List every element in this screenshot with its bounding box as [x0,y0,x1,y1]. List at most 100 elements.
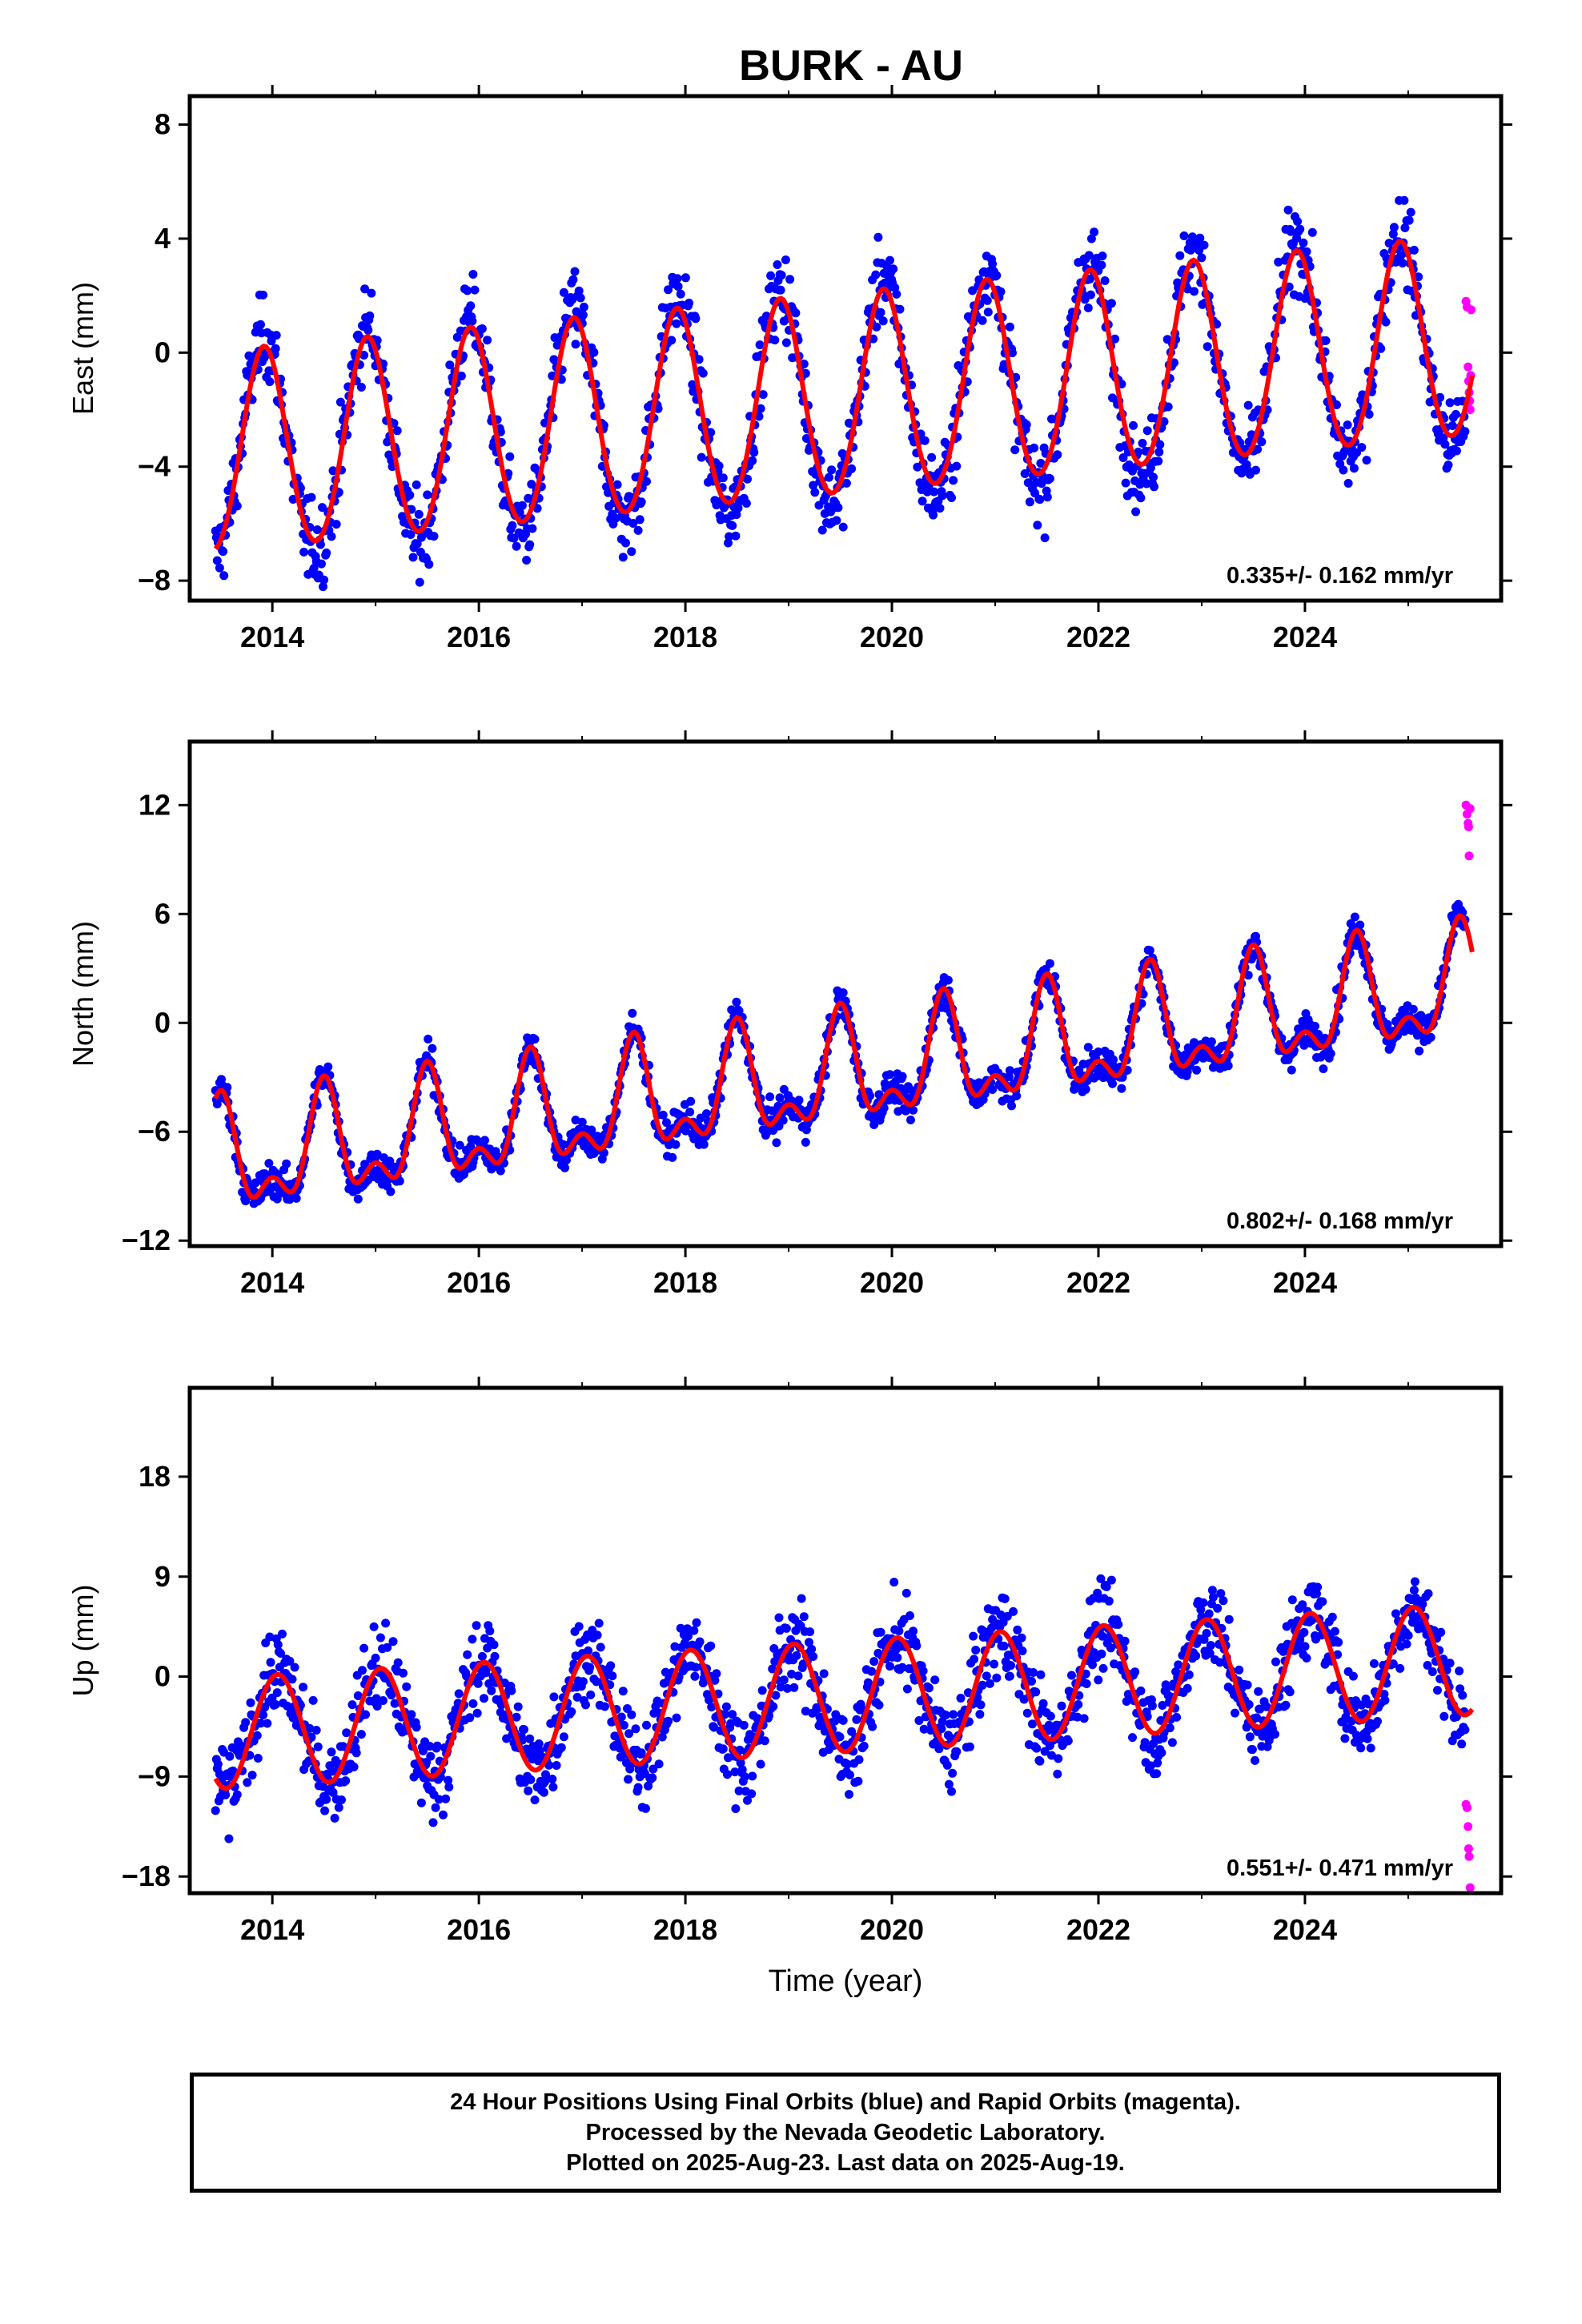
up-final-point [1152,1769,1162,1779]
up-final-point [1031,1687,1041,1697]
east-final-point [1146,463,1155,472]
east-final-point [1307,227,1317,237]
east-final-point [781,338,791,348]
up-final-point [358,1666,367,1675]
east-final-point [1343,420,1352,430]
up-final-point [472,1708,482,1718]
east-final-point [1035,495,1045,505]
north-final-point [424,1035,433,1043]
up-final-point [1455,1667,1464,1676]
up-final-point [351,1748,361,1758]
east-final-point [838,522,848,532]
up-final-point [369,1622,379,1631]
north-final-point [1109,1055,1118,1064]
up-final-point [975,1710,985,1719]
up-final-point [477,1651,487,1661]
up-final-point [213,1759,223,1769]
east-final-point [827,465,837,475]
up-final-point [375,1633,385,1642]
up-final-point [241,1718,251,1727]
east-final-point [612,480,622,489]
east-final-point [781,255,790,264]
up-final-point [581,1700,590,1710]
up-final-point [1299,1627,1309,1637]
east-final-point [810,488,820,497]
east-final-point [872,322,881,332]
east-final-point [1118,453,1128,462]
east-rate-label: 0.335+/- 0.162 mm/yr [1227,563,1453,589]
up-rate-label: 0.551+/- 0.471 mm/yr [1227,1856,1453,1881]
up-final-point [334,1803,343,1812]
east-model-line [213,239,1475,551]
up-x-tick-label: 2024 [1273,1913,1337,1946]
north-rapid-point [1464,822,1473,831]
north-rapid-points [1461,800,1475,861]
east-x-tick-label: 2022 [1066,621,1130,653]
up-final-point [799,1612,809,1622]
east-final-point [1321,336,1331,345]
east-final-point [773,260,782,269]
up-final-point [769,1702,778,1711]
up-final-point [1018,1647,1027,1655]
up-final-point [797,1594,806,1603]
east-final-point [929,510,938,520]
up-final-point [982,1671,991,1681]
up-x-tick-label: 2018 [653,1913,717,1946]
up-final-point [747,1789,757,1799]
east-final-point [1149,472,1158,482]
up-final-point [1057,1701,1066,1711]
east-final-point [1243,400,1253,410]
east-final-point [1175,251,1185,260]
east-final-point [265,377,275,387]
east-final-point [1155,440,1165,449]
east-final-point [1452,446,1461,456]
north-final-point [1192,1065,1202,1075]
east-final-point [672,319,681,328]
east-final-point [1398,259,1407,267]
up-final-point [889,1578,899,1587]
up-final-point [809,1652,818,1661]
caption-box: 24 Hour Positions Using Final Orbits (bl… [190,2073,1501,2193]
east-final-point [706,428,716,437]
up-final-point [912,1641,921,1651]
north-final-point [838,988,848,998]
north-final-point [1311,1022,1319,1031]
up-final-point [524,1786,533,1795]
north-final-point [668,1152,677,1162]
east-final-point [1274,257,1283,267]
east-final-point [232,501,242,511]
east-final-point [1182,284,1192,294]
east-final-point [512,541,521,551]
east-final-point [1257,437,1267,447]
east-final-point [1302,247,1311,256]
east-final-point [1286,227,1295,236]
up-final-point [1439,1711,1449,1721]
up-final-point [654,1759,664,1769]
chart-title: BURK - AU [739,42,963,90]
up-final-point [578,1677,588,1687]
up-final-point [444,1783,454,1791]
up-final-point [1202,1629,1211,1638]
up-plot-frame [187,1385,1504,1896]
up-final-point [894,1626,904,1636]
up-final-point [672,1713,681,1723]
north-final-point [1408,1004,1418,1014]
north-final-point [428,1043,437,1053]
up-final-point [627,1710,636,1719]
up-final-point [992,1673,1002,1683]
up-final-point [1094,1675,1103,1685]
north-final-point [272,1194,282,1204]
up-final-point [1000,1594,1010,1603]
up-final-point [1199,1598,1208,1607]
east-final-point [1084,251,1094,260]
up-final-point [247,1771,257,1780]
up-final-point [893,1653,902,1663]
up-final-point [1136,1686,1146,1695]
up-final-point [428,1818,438,1827]
up-y-axis-label: Up (mm) [66,1585,99,1697]
east-final-point [1460,427,1470,436]
up-final-point [965,1742,974,1751]
east-final-point [589,348,599,357]
north-x-tick-label: 2020 [860,1266,924,1299]
east-final-point [1097,260,1106,270]
